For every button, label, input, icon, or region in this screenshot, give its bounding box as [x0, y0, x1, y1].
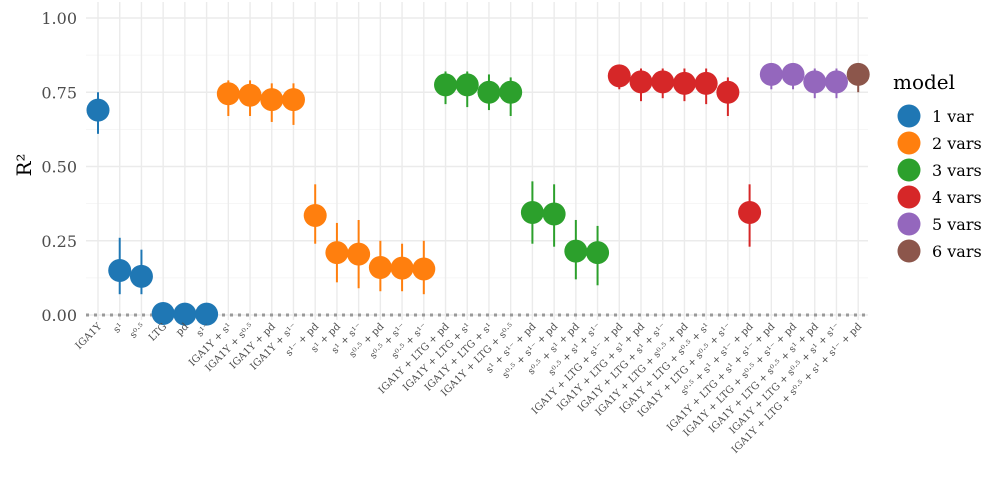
- data-point: [412, 257, 436, 281]
- legend: model 1 var 2 vars 3 vars 4 vars 5 vars 6 var…: [893, 70, 982, 263]
- data-point: [325, 241, 349, 265]
- data-point: [846, 62, 870, 86]
- plot-gridlines: [86, 2, 868, 320]
- data-point: [303, 204, 327, 228]
- y-tick-label: 0.75: [41, 83, 77, 102]
- legend-swatch: [897, 104, 921, 128]
- data-point: [281, 88, 305, 112]
- data-point: [260, 88, 284, 112]
- y-axis-title: R²: [12, 153, 36, 176]
- data-point: [607, 64, 631, 88]
- y-tick-label: 0.00: [41, 306, 77, 325]
- y-tick-label: 1.00: [41, 9, 77, 28]
- data-point: [803, 70, 827, 94]
- data-point: [455, 73, 479, 97]
- legend-swatch: [897, 185, 921, 209]
- data-point: [520, 201, 544, 225]
- legend-label: 2 vars: [932, 134, 982, 153]
- data-point: [824, 70, 848, 94]
- data-point: [542, 202, 566, 226]
- data-point: [477, 80, 501, 104]
- data-point: [629, 70, 653, 94]
- data-point: [86, 98, 110, 122]
- data-point: [716, 80, 740, 104]
- data-point: [434, 73, 458, 97]
- data-point: [499, 80, 523, 104]
- legend-title: model: [893, 70, 955, 94]
- legend-label: 5 vars: [932, 215, 982, 234]
- legend-swatch: [897, 158, 921, 182]
- data-point: [694, 71, 718, 95]
- x-tick-label: LTG: [147, 321, 169, 343]
- data-point: [759, 62, 783, 86]
- data-points: [86, 62, 870, 326]
- legend-label: 3 vars: [932, 161, 982, 180]
- y-axis-ticks: 0.00 0.25 0.50 0.75 1.00: [41, 9, 77, 325]
- legend-swatch: [897, 212, 921, 236]
- data-point: [390, 256, 414, 280]
- data-point: [173, 302, 197, 326]
- x-tick-label: s⁰⋅⁵: [128, 321, 148, 341]
- legend-swatch: [897, 239, 921, 263]
- data-point: [347, 242, 371, 266]
- legend-label: 4 vars: [932, 188, 982, 207]
- data-point: [129, 264, 153, 288]
- data-point: [651, 70, 675, 94]
- x-tick-label: IGA1Y: [74, 321, 105, 352]
- x-tick-label: s¹: [112, 321, 126, 335]
- data-point: [738, 201, 762, 225]
- data-point: [368, 255, 392, 279]
- data-point: [781, 62, 805, 86]
- data-point: [151, 302, 175, 326]
- data-point: [564, 239, 588, 263]
- data-point: [672, 71, 696, 95]
- legend-label: 1 var: [932, 107, 974, 126]
- y-tick-label: 0.25: [41, 232, 77, 251]
- legend-label: 6 vars: [932, 242, 982, 261]
- data-point: [586, 241, 610, 265]
- data-point: [238, 83, 262, 107]
- data-point: [216, 82, 240, 106]
- legend-swatch: [897, 131, 921, 155]
- legend-items: 1 var 2 vars 3 vars 4 vars 5 vars 6 vars: [897, 104, 982, 263]
- data-point: [108, 258, 132, 282]
- y-tick-label: 0.50: [41, 158, 77, 177]
- data-point: [195, 302, 219, 326]
